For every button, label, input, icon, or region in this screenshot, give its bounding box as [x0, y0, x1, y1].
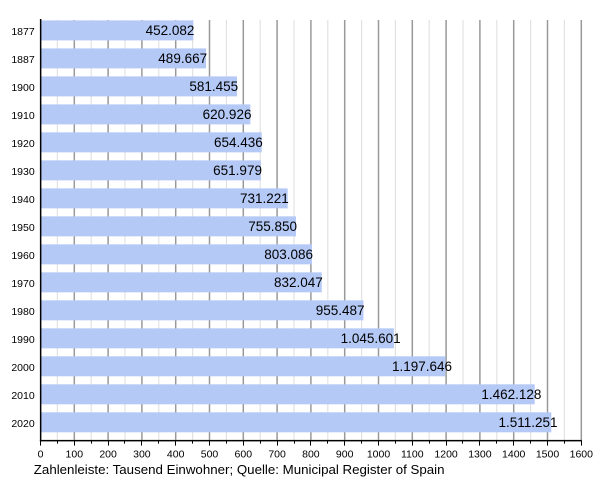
svg-text:700: 700 [268, 449, 286, 461]
svg-text:832.047: 832.047 [274, 275, 323, 290]
svg-text:581.455: 581.455 [189, 79, 238, 94]
svg-text:300: 300 [133, 449, 151, 461]
svg-text:1970: 1970 [11, 278, 35, 290]
svg-text:1.511.251: 1.511.251 [498, 415, 557, 430]
svg-text:651.979: 651.979 [213, 163, 262, 178]
svg-text:1940: 1940 [11, 194, 35, 206]
svg-text:755.850: 755.850 [248, 219, 297, 234]
svg-text:731.221: 731.221 [240, 191, 289, 206]
svg-text:500: 500 [201, 449, 219, 461]
svg-text:1400: 1400 [502, 449, 526, 461]
svg-text:1.197.646: 1.197.646 [392, 359, 452, 374]
svg-text:489.667: 489.667 [158, 51, 207, 66]
svg-text:803.086: 803.086 [264, 247, 313, 262]
svg-text:800: 800 [302, 449, 320, 461]
svg-text:2020: 2020 [11, 418, 35, 430]
svg-text:0: 0 [38, 449, 44, 461]
svg-text:1990: 1990 [11, 334, 35, 346]
svg-text:1980: 1980 [11, 306, 35, 318]
svg-text:1300: 1300 [468, 449, 492, 461]
svg-text:1910: 1910 [11, 110, 35, 122]
svg-text:1877: 1877 [11, 26, 35, 38]
svg-text:1887: 1887 [11, 54, 35, 66]
svg-text:1200: 1200 [434, 449, 458, 461]
svg-text:1.045.601: 1.045.601 [341, 331, 401, 346]
svg-text:452.082: 452.082 [146, 23, 195, 38]
svg-text:100: 100 [66, 449, 84, 461]
svg-text:1100: 1100 [401, 449, 424, 461]
svg-text:1920: 1920 [11, 138, 35, 150]
svg-text:Zahlenleiste: Tausend Einwohne: Zahlenleiste: Tausend Einwohner; Quelle:… [34, 462, 445, 477]
svg-text:1960: 1960 [11, 250, 35, 262]
svg-text:955.487: 955.487 [316, 303, 365, 318]
svg-text:900: 900 [336, 449, 354, 461]
svg-text:2010: 2010 [11, 390, 35, 402]
svg-text:1500: 1500 [536, 449, 560, 461]
svg-text:1600: 1600 [570, 449, 594, 461]
svg-text:400: 400 [167, 449, 185, 461]
svg-text:200: 200 [99, 449, 117, 461]
svg-text:1000: 1000 [367, 449, 391, 461]
svg-text:1.462.128: 1.462.128 [481, 387, 541, 402]
svg-text:1900: 1900 [11, 82, 35, 94]
svg-text:620.926: 620.926 [203, 107, 252, 122]
svg-text:600: 600 [235, 449, 253, 461]
svg-text:654.436: 654.436 [214, 135, 263, 150]
svg-text:1930: 1930 [11, 166, 35, 178]
svg-text:2000: 2000 [11, 362, 35, 374]
svg-text:1950: 1950 [11, 222, 35, 234]
